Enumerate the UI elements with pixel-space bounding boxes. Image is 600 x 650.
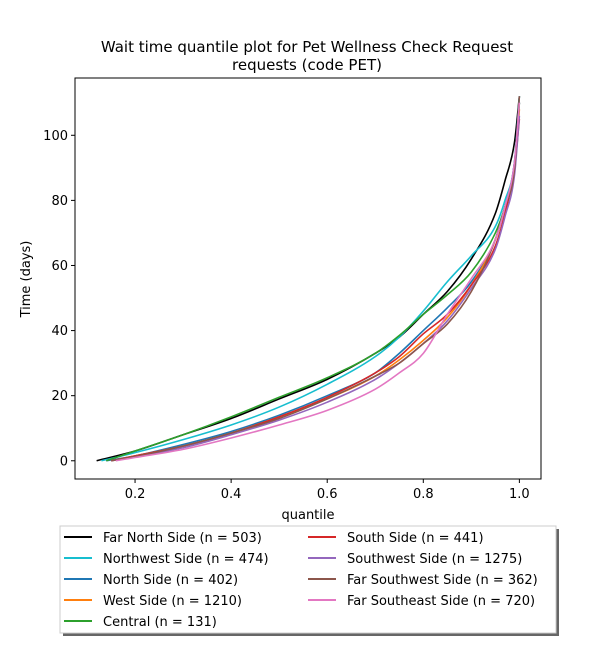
chart-title-line-1: Wait time quantile plot for Pet Wellness…: [101, 38, 513, 56]
legend-item-3: West Side (n = 1210): [64, 594, 242, 609]
plot-frame: [74, 77, 542, 480]
legend-label: Far North Side (n = 503): [103, 531, 262, 546]
x-axis-label: quantile: [281, 508, 334, 523]
series-line-5: [110, 118, 521, 462]
chart-title-line-2: requests (code PET): [232, 56, 382, 74]
y-axis-label: Time (days): [19, 241, 34, 319]
legend-label: North Side (n = 402): [103, 573, 238, 588]
legend-label: South Side (n = 441): [347, 531, 484, 546]
series-line-2: [106, 102, 521, 462]
legend-label: Far Southeast Side (n = 720): [347, 594, 535, 609]
y-tick-label: 60: [51, 259, 68, 274]
y-tick-label: 0: [60, 454, 68, 469]
legend-item-4: Central (n = 131): [64, 615, 217, 630]
legend-label: Far Southwest Side (n = 362): [347, 573, 538, 588]
x-tick-label: 0.6: [317, 487, 338, 502]
series-line-6: [110, 115, 521, 462]
series-line-8: [115, 102, 521, 462]
legend-item-1: Northwest Side (n = 474): [64, 552, 269, 567]
legend-item-2: North Side (n = 402): [64, 573, 238, 588]
legend-label: Southwest Side (n = 1275): [347, 552, 522, 567]
y-tick-label: 20: [51, 389, 68, 404]
legend-label: West Side (n = 1210): [103, 594, 242, 609]
y-tick-label: 40: [51, 324, 68, 339]
x-tick-label: 0.2: [125, 487, 146, 502]
y-tick-label: 80: [51, 194, 68, 209]
series-lines: [96, 96, 521, 462]
series-line-1: [101, 96, 521, 462]
legend-label: Northwest Side (n = 474): [103, 552, 269, 567]
x-axis-ticks: 0.2 0.4 0.6 0.8 1.0: [125, 479, 530, 502]
legend-label: Central (n = 131): [103, 615, 217, 630]
y-axis-ticks: 0 20 40 60 80 100: [43, 129, 75, 469]
x-tick-label: 1.0: [509, 487, 530, 502]
legend: Far North Side (n = 503) Northwest Side (…: [64, 531, 538, 630]
legend-item-8: Far Southeast Side (n = 720): [308, 594, 535, 609]
legend-item-6: Southwest Side (n = 1275): [308, 552, 522, 567]
series-line-4: [105, 102, 521, 462]
x-tick-label: 0.4: [221, 487, 242, 502]
y-tick-label: 100: [43, 129, 68, 144]
legend-item-0: Far North Side (n = 503): [64, 531, 262, 546]
x-tick-label: 0.8: [413, 487, 434, 502]
legend-item-7: Far Southwest Side (n = 362): [308, 573, 538, 588]
legend-item-5: South Side (n = 441): [308, 531, 484, 546]
